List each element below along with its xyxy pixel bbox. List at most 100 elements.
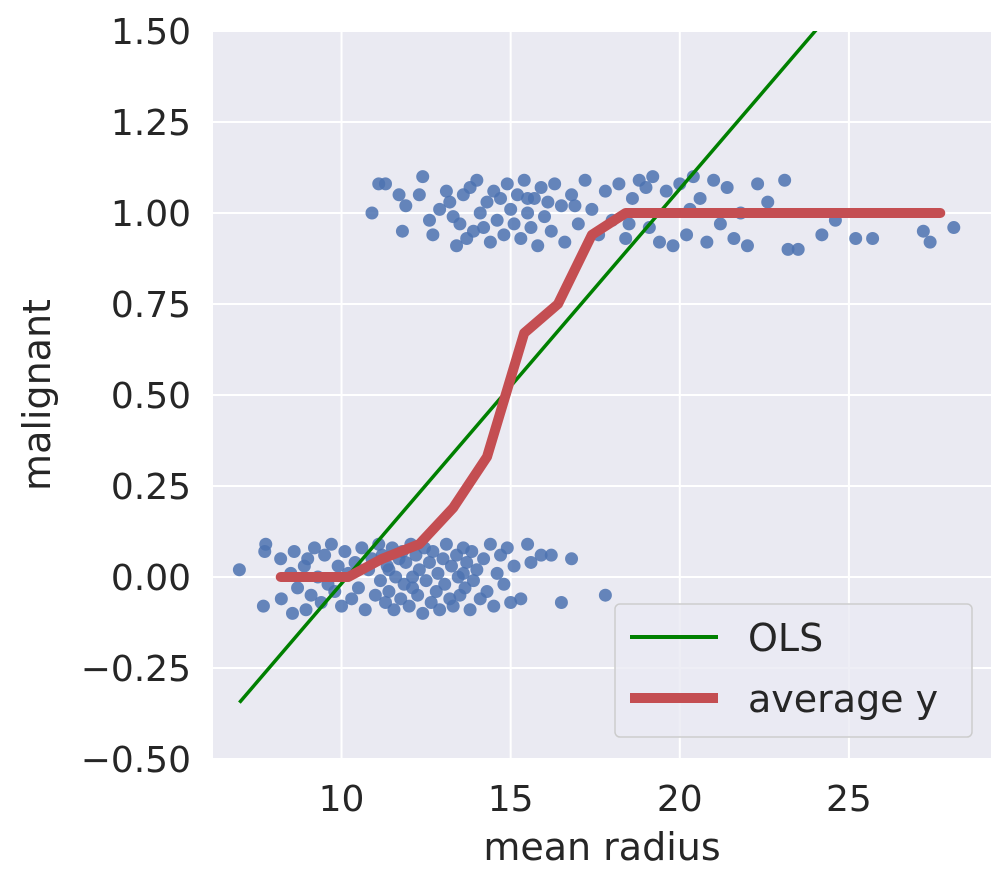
data-point bbox=[500, 541, 514, 555]
data-point bbox=[625, 191, 639, 205]
data-point bbox=[424, 595, 438, 609]
data-point bbox=[338, 545, 352, 559]
data-point bbox=[680, 228, 694, 242]
data-point bbox=[487, 599, 501, 613]
data-point bbox=[483, 235, 497, 249]
data-point bbox=[387, 603, 401, 617]
data-point bbox=[439, 184, 453, 198]
x-tick-label: 25 bbox=[826, 779, 872, 820]
data-point bbox=[456, 566, 470, 580]
data-point bbox=[507, 559, 521, 573]
data-point bbox=[720, 181, 734, 195]
data-point bbox=[450, 239, 464, 253]
data-point bbox=[446, 599, 460, 613]
data-point bbox=[429, 585, 443, 599]
data-point bbox=[727, 231, 741, 245]
data-point bbox=[490, 566, 504, 580]
data-point bbox=[324, 537, 338, 551]
legend-average-label: average y bbox=[748, 677, 938, 721]
data-point bbox=[778, 173, 792, 187]
data-point bbox=[399, 555, 413, 569]
y-tick-label: −0.50 bbox=[81, 740, 191, 781]
data-point bbox=[544, 224, 558, 238]
data-point bbox=[473, 206, 487, 220]
data-point bbox=[304, 588, 318, 602]
data-point bbox=[537, 210, 551, 224]
data-point bbox=[541, 195, 555, 209]
data-point bbox=[368, 588, 382, 602]
data-point bbox=[345, 592, 359, 606]
data-point bbox=[504, 595, 518, 609]
data-point bbox=[554, 595, 568, 609]
y-tick-label: 1.25 bbox=[111, 103, 191, 144]
data-point bbox=[639, 181, 653, 195]
data-point bbox=[382, 585, 396, 599]
ols-line bbox=[238, 31, 818, 704]
data-point bbox=[299, 603, 313, 617]
data-point bbox=[426, 545, 440, 559]
x-tick-label: 20 bbox=[657, 779, 703, 820]
data-point bbox=[355, 541, 369, 555]
data-point bbox=[466, 224, 480, 238]
data-point bbox=[510, 188, 524, 202]
data-point bbox=[534, 548, 548, 562]
data-point bbox=[565, 188, 579, 202]
data-point bbox=[382, 563, 396, 577]
data-point bbox=[544, 548, 558, 562]
data-point bbox=[433, 603, 447, 617]
data-point bbox=[622, 217, 636, 231]
data-point bbox=[693, 191, 707, 205]
y-axis-label: malignant bbox=[15, 299, 59, 491]
data-point bbox=[761, 195, 775, 209]
data-point bbox=[653, 235, 667, 249]
data-point bbox=[301, 552, 315, 566]
data-point bbox=[274, 592, 288, 606]
data-point bbox=[395, 224, 409, 238]
data-point bbox=[416, 606, 430, 620]
tick-labels: 10 15 20 25 −0.50 −0.25 0.00 0.25 0.50 0.75 1.00 1.… bbox=[81, 12, 872, 820]
data-point bbox=[514, 592, 528, 606]
data-point bbox=[494, 191, 508, 205]
data-point bbox=[480, 585, 494, 599]
data-point bbox=[517, 173, 531, 187]
series-lines bbox=[238, 31, 946, 704]
data-point bbox=[458, 581, 472, 595]
data-point bbox=[453, 217, 467, 231]
data-point bbox=[480, 195, 494, 209]
data-point bbox=[916, 224, 930, 238]
x-tick-label: 10 bbox=[319, 779, 365, 820]
data-point bbox=[470, 173, 484, 187]
data-point bbox=[923, 235, 937, 249]
data-point bbox=[849, 231, 863, 245]
data-point bbox=[791, 242, 805, 256]
y-tick-label: 0.00 bbox=[111, 558, 191, 599]
data-point bbox=[379, 595, 393, 609]
data-point bbox=[666, 239, 680, 253]
data-point bbox=[548, 177, 562, 191]
data-point bbox=[497, 228, 511, 242]
data-point bbox=[598, 184, 612, 198]
data-point bbox=[259, 537, 273, 551]
data-point bbox=[422, 213, 436, 227]
data-point bbox=[466, 574, 480, 588]
y-tick-label: 0.50 bbox=[111, 376, 191, 417]
x-tick-label: 15 bbox=[488, 779, 534, 820]
data-point bbox=[554, 199, 568, 213]
data-point bbox=[419, 574, 433, 588]
data-point bbox=[373, 574, 387, 588]
data-point bbox=[534, 181, 548, 195]
data-point bbox=[463, 603, 477, 617]
y-tick-label: 1.00 bbox=[111, 194, 191, 235]
data-point bbox=[740, 239, 754, 253]
data-point bbox=[392, 188, 406, 202]
data-point bbox=[465, 545, 479, 559]
data-point bbox=[565, 552, 579, 566]
data-point bbox=[411, 588, 425, 602]
data-point bbox=[521, 191, 535, 205]
data-point bbox=[483, 537, 497, 551]
data-point bbox=[365, 206, 379, 220]
legend: OLS average y bbox=[614, 603, 973, 738]
data-point bbox=[444, 559, 458, 573]
data-point bbox=[490, 213, 504, 227]
data-point bbox=[571, 217, 585, 231]
